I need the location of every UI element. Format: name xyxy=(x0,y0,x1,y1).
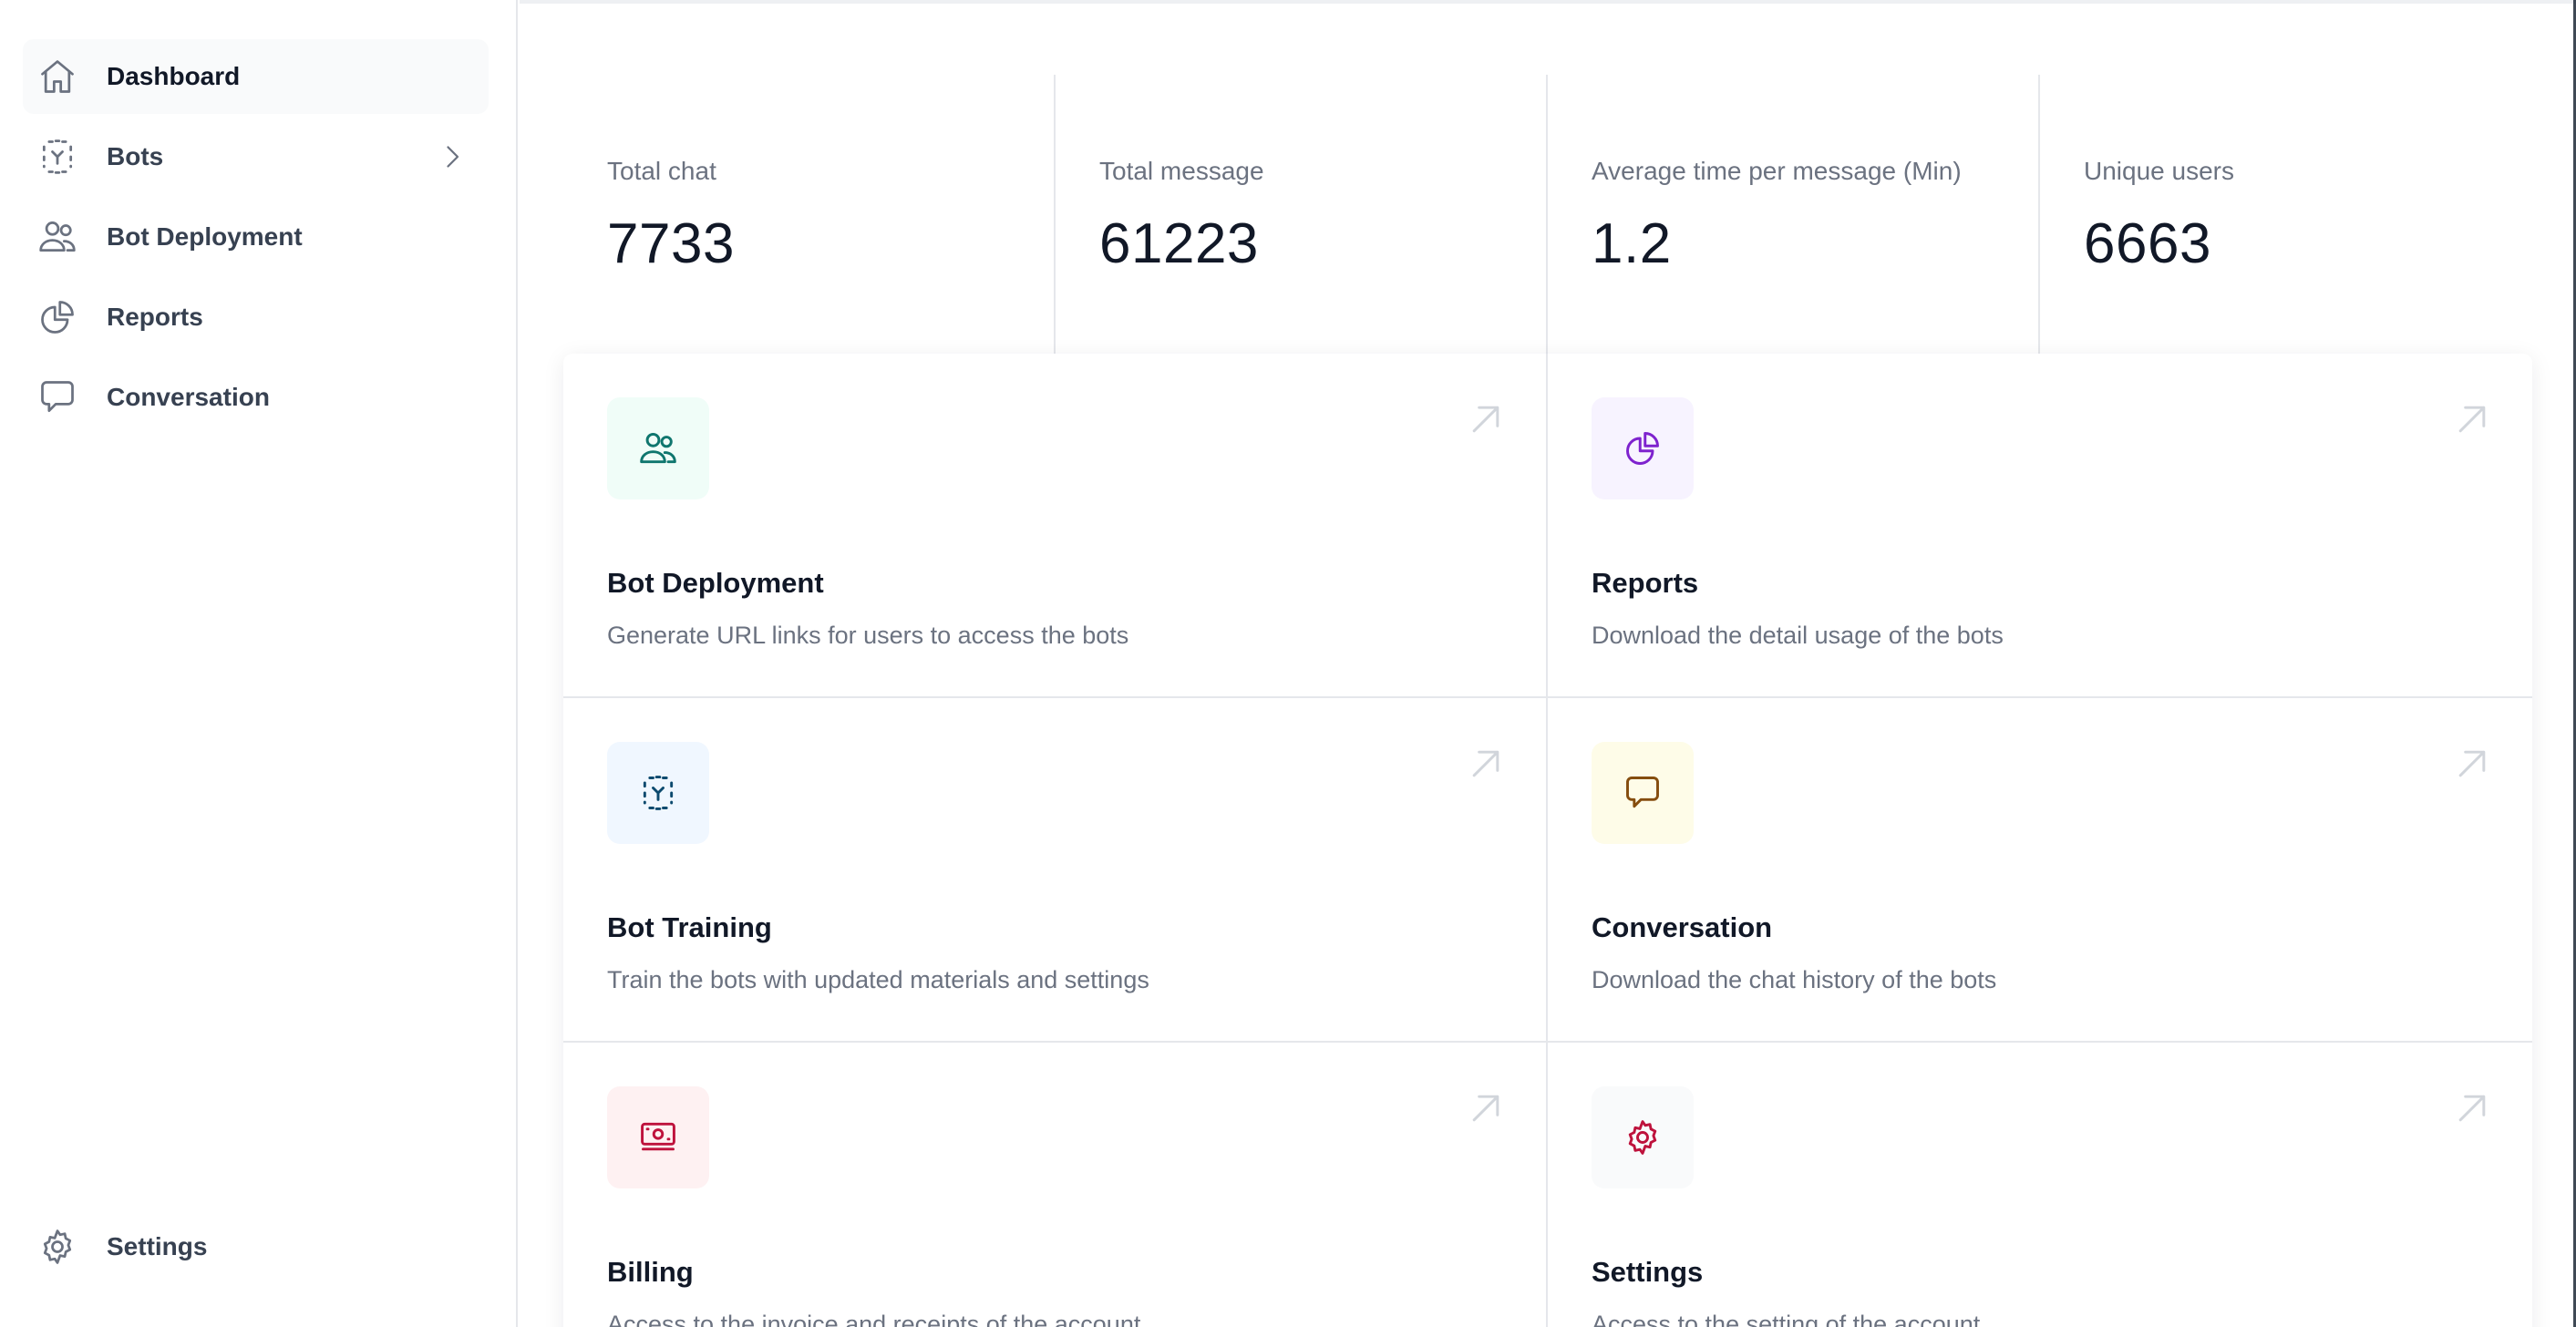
stat-total-message: Total message 61223 xyxy=(1056,75,1548,354)
pie-chart-icon xyxy=(1592,397,1694,499)
card-description: Train the bots with updated materials an… xyxy=(607,966,1149,993)
sidebar-item-dashboard[interactable]: Dashboard xyxy=(23,39,489,114)
stat-label: Total message xyxy=(1099,157,1264,185)
card-conversation[interactable]: Conversation Download the chat history o… xyxy=(1548,698,2532,1043)
banknote-icon xyxy=(607,1086,709,1188)
arrow-up-right-icon[interactable] xyxy=(2452,399,2492,439)
stat-value: 61223 xyxy=(1099,212,1259,275)
users-icon xyxy=(607,397,709,499)
stat-value: 7733 xyxy=(607,212,735,275)
card-bot-training[interactable]: Bot Training Train the bots with updated… xyxy=(563,698,1548,1043)
card-title: Settings xyxy=(1592,1256,1704,1288)
card-title: Bot Training xyxy=(607,911,772,943)
card-description: Access to the invoice and receipts of th… xyxy=(607,1311,1141,1327)
stat-label: Unique users xyxy=(2084,157,2234,185)
stat-value: 1.2 xyxy=(1592,212,1672,275)
card-reports[interactable]: Reports Download the detail usage of the… xyxy=(1548,354,2532,698)
sidebar: Dashboard Bots xyxy=(0,0,518,1327)
stat-average-time: Average time per message (Min) 1.2 xyxy=(1548,75,2040,354)
card-title: Reports xyxy=(1592,567,1699,599)
card-description: Download the chat history of the bots xyxy=(1592,966,1997,993)
stat-label: Average time per message (Min) xyxy=(1592,157,1962,185)
card-billing[interactable]: Billing Access to the invoice and receip… xyxy=(563,1043,1548,1327)
bot-icon xyxy=(607,742,709,844)
chat-bubble-icon xyxy=(37,377,77,417)
sidebar-item-label: Settings xyxy=(107,1232,208,1260)
home-icon xyxy=(37,57,77,97)
card-description: Download the detail usage of the bots xyxy=(1592,622,2004,649)
sidebar-item-label: Dashboard xyxy=(107,62,241,90)
arrow-up-right-icon[interactable] xyxy=(1466,744,1506,784)
arrow-up-right-icon[interactable] xyxy=(2452,744,2492,784)
stat-label: Total chat xyxy=(607,157,716,185)
chat-bubble-icon xyxy=(1592,742,1694,844)
card-settings[interactable]: Settings Access to the setting of the ac… xyxy=(1548,1043,2532,1327)
top-divider xyxy=(520,0,2576,4)
users-icon xyxy=(37,217,77,257)
pie-chart-icon xyxy=(37,297,77,337)
gear-icon xyxy=(1592,1086,1694,1188)
card-bot-deployment[interactable]: Bot Deployment Generate URL links for us… xyxy=(563,354,1548,698)
card-description: Generate URL links for users to access t… xyxy=(607,622,1129,649)
sidebar-nav: Dashboard Bots xyxy=(23,39,489,440)
arrow-up-right-icon[interactable] xyxy=(2452,1088,2492,1128)
stats-row: Total chat 7733 Total message 61223 Aver… xyxy=(563,75,2532,354)
arrow-up-right-icon[interactable] xyxy=(1466,1088,1506,1128)
sidebar-item-bot-deployment[interactable]: Bot Deployment xyxy=(23,200,489,274)
sidebar-item-label: Bots xyxy=(107,142,164,170)
card-description: Access to the setting of the account xyxy=(1592,1311,1981,1327)
card-title: Bot Deployment xyxy=(607,567,824,599)
sidebar-item-bots[interactable]: Bots xyxy=(23,119,489,194)
gear-icon xyxy=(37,1227,77,1267)
stat-total-chat: Total chat 7733 xyxy=(563,75,1056,354)
bot-icon xyxy=(37,137,77,177)
stat-unique-users: Unique users 6663 xyxy=(2040,75,2532,354)
sidebar-item-label: Bot Deployment xyxy=(107,222,303,251)
card-title: Conversation xyxy=(1592,911,1773,943)
card-title: Billing xyxy=(607,1256,694,1288)
chevron-right-icon[interactable] xyxy=(436,140,469,173)
sidebar-item-conversation[interactable]: Conversation xyxy=(23,360,489,435)
sidebar-item-label: Reports xyxy=(107,303,203,331)
sidebar-item-label: Conversation xyxy=(107,383,270,411)
window-edge xyxy=(2573,0,2576,1327)
sidebar-item-settings[interactable]: Settings xyxy=(23,1209,489,1284)
sidebar-bottom: Settings xyxy=(23,1209,489,1290)
stat-value: 6663 xyxy=(2084,212,2211,275)
arrow-up-right-icon[interactable] xyxy=(1466,399,1506,439)
sidebar-item-reports[interactable]: Reports xyxy=(23,280,489,355)
main-content: Total chat 7733 Total message 61223 Aver… xyxy=(520,0,2576,1327)
feature-cards-grid: Bot Deployment Generate URL links for us… xyxy=(563,354,2532,1327)
